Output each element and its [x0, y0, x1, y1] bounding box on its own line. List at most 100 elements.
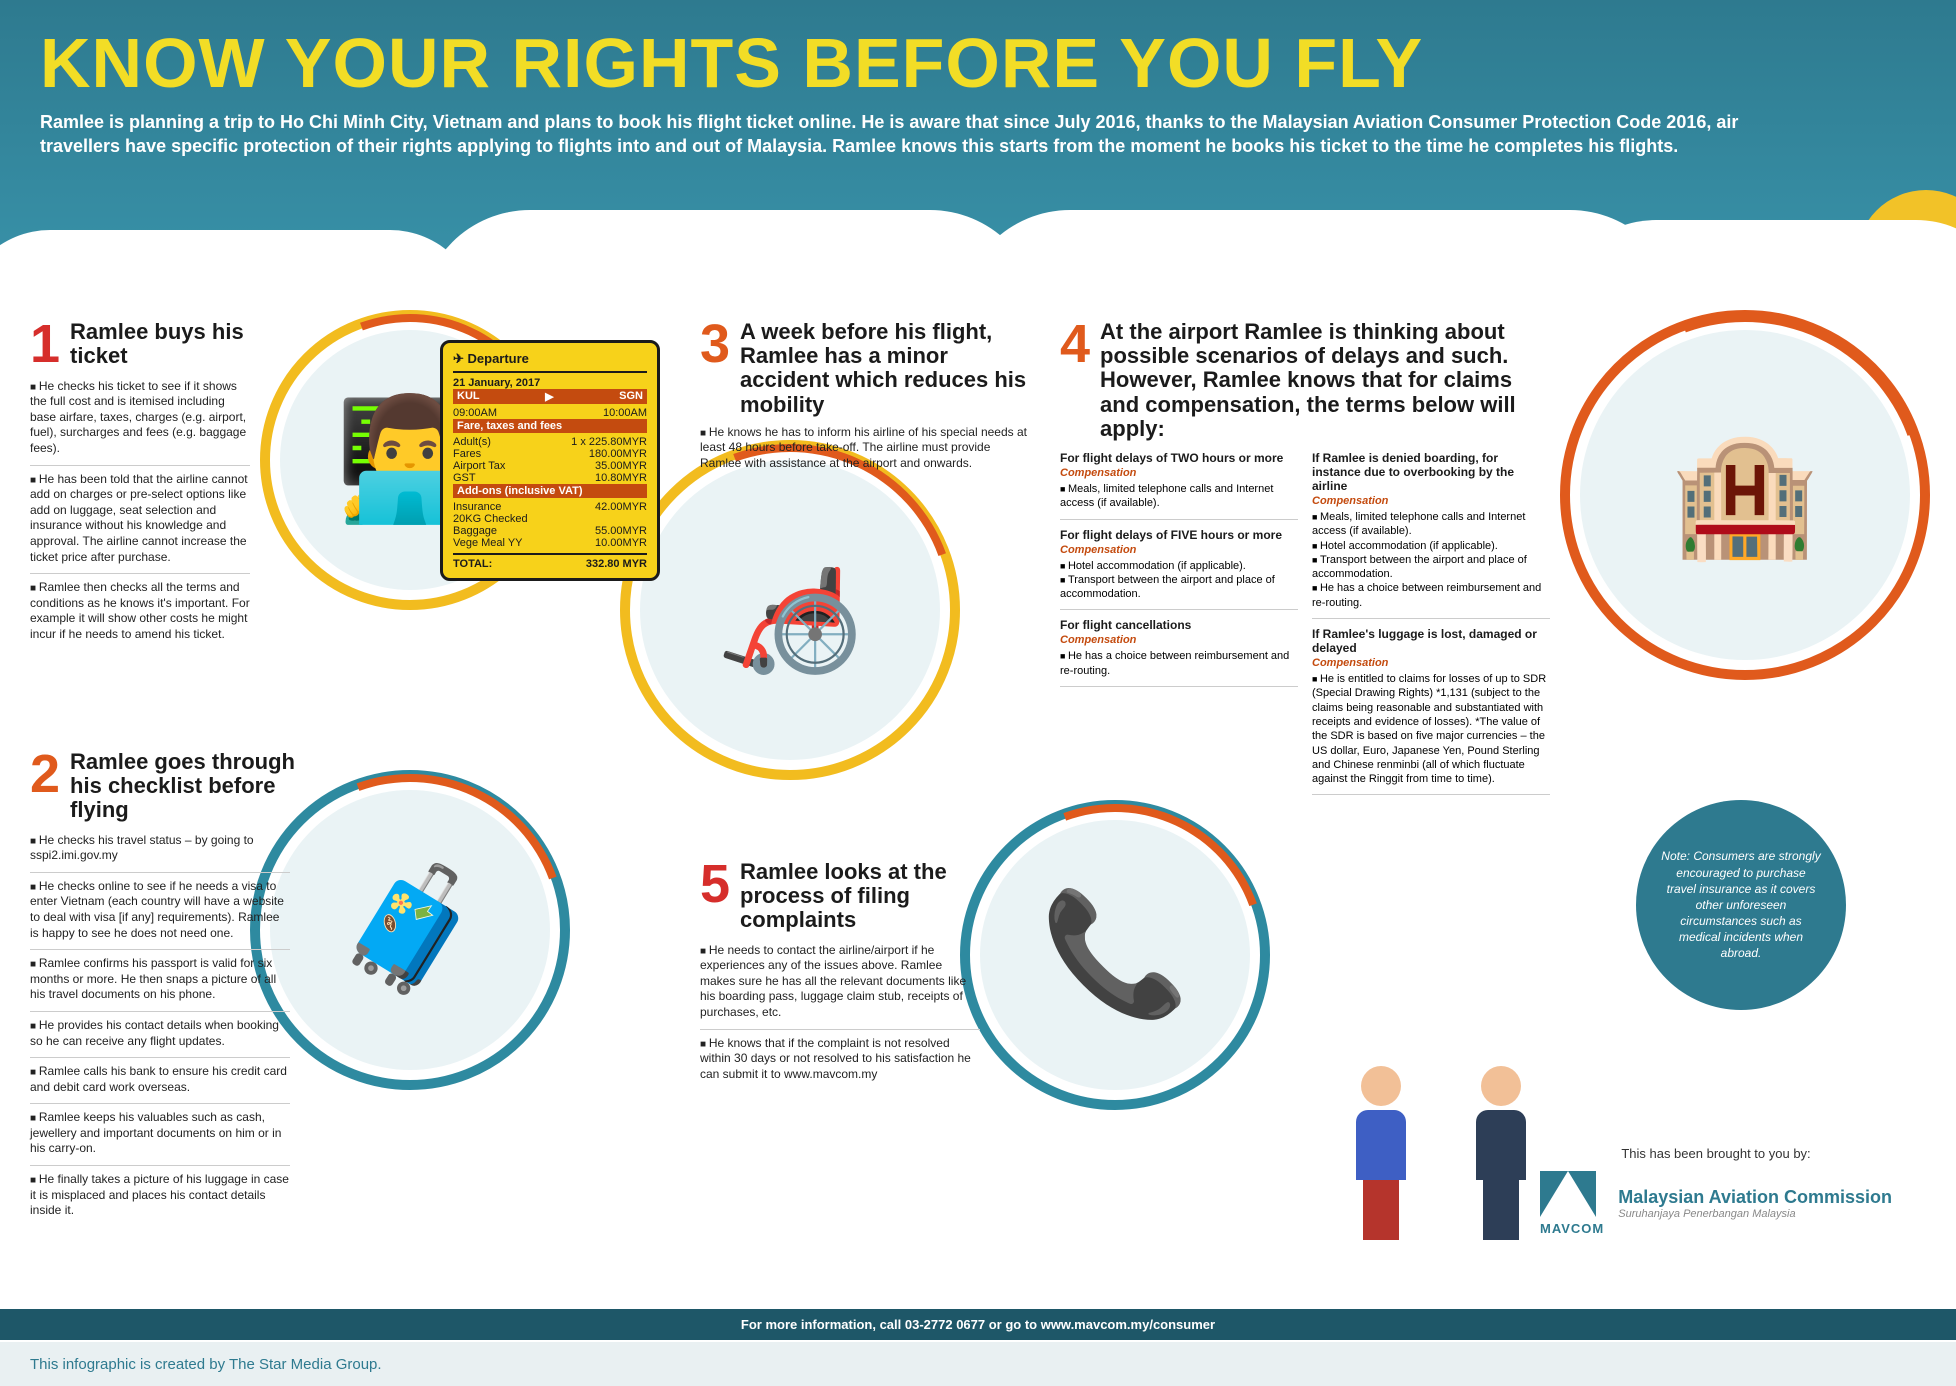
note-bubble: Note: Consumers are strongly encouraged …: [1636, 800, 1846, 1010]
compensation-block: If Ramlee is denied boarding, for instan…: [1312, 451, 1550, 619]
ticket-row: Fares180.00MYR: [453, 448, 647, 460]
compensation-heading: For flight cancellations: [1060, 618, 1298, 632]
step-5-bullets: He needs to contact the airline/airport …: [700, 943, 980, 1083]
compensation-item: Hotel accommodation (if applicable).: [1312, 539, 1550, 553]
compensation-item: He is entitled to claims for losses of u…: [1312, 672, 1550, 786]
compensation-block: For flight delays of TWO hours or more Co…: [1060, 451, 1298, 520]
bullet-item: Ramlee calls his bank to ensure his cred…: [30, 1057, 290, 1095]
ticket-addon-rows: Insurance42.00MYR20KG CheckedBaggage55.0…: [453, 501, 647, 549]
section-4: 4 At the airport Ramlee is thinking abou…: [1060, 320, 1550, 803]
footer-info-text: For more information, call 03-2772 0677 …: [741, 1317, 1215, 1332]
compensation-heading: For flight delays of FIVE hours or more: [1060, 528, 1298, 542]
note-text: Note: Consumers are strongly encouraged …: [1660, 848, 1822, 961]
person-ramlee-icon: [1346, 1066, 1416, 1246]
step-number-1: 1: [30, 320, 60, 369]
step-title-4: At the airport Ramlee is thinking about …: [1100, 320, 1550, 441]
ticket-arr-time: 10:00AM: [603, 407, 647, 419]
wheelchair-icon: 🦽: [640, 460, 940, 760]
step-title-2: Ramlee goes through his checklist before…: [70, 750, 300, 823]
compensation-item: Transport between the airport and place …: [1060, 573, 1298, 602]
compensation-item: Meals, limited telephone calls and Inter…: [1312, 510, 1550, 539]
step-1-bullets: He checks his ticket to see if it shows …: [30, 379, 250, 643]
step-4-left-col: For flight delays of TWO hours or more Co…: [1060, 451, 1298, 803]
compensation-heading: If Ramlee's luggage is lost, damaged or …: [1312, 627, 1550, 655]
airport-icon: 🏨: [1580, 330, 1910, 660]
mavcom-name: Malaysian Aviation Commission: [1618, 1187, 1892, 1208]
flight-ticket-bubble: ✈ Departure 21 January, 2017 KUL ▶ SGN 09:…: [440, 340, 660, 581]
bullet-item: He finally takes a picture of his luggag…: [30, 1165, 290, 1219]
ticket-fare-rows: Adult(s)1 x 225.80MYRFares180.00MYRAirpo…: [453, 436, 647, 484]
ticket-row: Adult(s)1 x 225.80MYR: [453, 436, 647, 448]
ticket-from: KUL: [457, 390, 480, 403]
bullet-item: He checks his ticket to see if it shows …: [30, 379, 250, 457]
compensation-label: Compensation: [1312, 657, 1550, 669]
bullet-item: He knows that if the complaint is not re…: [700, 1029, 980, 1083]
compensation-item: Hotel accommodation (if applicable).: [1060, 559, 1298, 573]
compensation-label: Compensation: [1060, 467, 1298, 479]
ticket-row: Baggage55.00MYR: [453, 525, 647, 537]
ticket-fare-label: Fare, taxes and fees: [453, 419, 647, 433]
compensation-block: For flight delays of FIVE hours or more C…: [1060, 528, 1298, 611]
ticket-date: 21 January, 2017: [453, 377, 647, 389]
ticket-row: Airport Tax35.00MYR: [453, 460, 647, 472]
section-2: 2 Ramlee goes through his checklist befo…: [30, 750, 350, 1227]
section-5: 5 Ramlee looks at the process of filing …: [700, 860, 1010, 1090]
credits-brought: This has been brought to you by:: [1526, 1146, 1906, 1161]
mavcom-logo-icon: [1540, 1171, 1596, 1217]
ticket-total-value: 332.80 MYR: [586, 558, 647, 570]
step-number-5: 5: [700, 860, 730, 933]
step-number-3: 3: [700, 320, 730, 417]
ticket-row: Vege Meal YY10.00MYR: [453, 537, 647, 549]
step-number-2: 2: [30, 750, 60, 823]
section-1: 1 Ramlee buys his ticket He checks his t…: [30, 320, 450, 651]
ticket-row: 20KG Checked: [453, 513, 647, 525]
mavcom-subname: Suruhanjaya Penerbangan Malaysia: [1618, 1208, 1892, 1220]
compensation-heading: If Ramlee is denied boarding, for instan…: [1312, 451, 1550, 493]
bottom-figures: [1346, 1066, 1536, 1246]
step-title-1: Ramlee buys his ticket: [70, 320, 250, 369]
header-band: KNOW YOUR RIGHTS BEFORE YOU FLY Ramlee i…: [0, 0, 1956, 269]
mavcom-short: MAVCOM: [1540, 1221, 1604, 1236]
bullet-item: Ramlee then checks all the terms and con…: [30, 573, 250, 642]
step-4-right-col: If Ramlee is denied boarding, for instan…: [1312, 451, 1550, 803]
page: KNOW YOUR RIGHTS BEFORE YOU FLY Ramlee i…: [0, 0, 1956, 1386]
compensation-item: He has a choice between reimbursement an…: [1312, 581, 1550, 610]
ticket-to: SGN: [619, 390, 643, 403]
bullet-item: Ramlee confirms his passport is valid fo…: [30, 949, 290, 1003]
compensation-label: Compensation: [1312, 495, 1550, 507]
bullet-item: He knows he has to inform his airline of…: [700, 425, 1030, 472]
ticket-row: Insurance42.00MYR: [453, 501, 647, 513]
bottom-credit-bar: This infographic is created by The Star …: [0, 1342, 1956, 1386]
section-3: 3 A week before his flight, Ramlee has a…: [700, 320, 1040, 480]
compensation-label: Compensation: [1060, 544, 1298, 556]
arrow-icon: ▶: [545, 390, 553, 403]
bottom-credit-text: This infographic is created by The Star …: [30, 1356, 382, 1373]
ticket-addons-label: Add-ons (inclusive VAT): [453, 484, 647, 498]
page-title: KNOW YOUR RIGHTS BEFORE YOU FLY: [40, 28, 1916, 98]
step-number-4: 4: [1060, 320, 1090, 441]
ticket-head: ✈ Departure: [453, 351, 647, 373]
intro-paragraph: Ramlee is planning a trip to Ho Chi Minh…: [40, 110, 1740, 159]
step-2-bullets: He checks his travel status – by going t…: [30, 833, 290, 1219]
content-canvas: 👨‍💻 1 Ramlee buys his ticket He checks h…: [0, 320, 1956, 1346]
bullet-item: He needs to contact the airline/airport …: [700, 943, 980, 1021]
bullet-item: He has been told that the airline cannot…: [30, 465, 250, 566]
step-title-3: A week before his flight, Ramlee has a m…: [740, 320, 1040, 417]
compensation-heading: For flight delays of TWO hours or more: [1060, 451, 1298, 465]
bullet-item: Ramlee keeps his valuables such as cash,…: [30, 1103, 290, 1157]
airplane-icon: ✈: [1739, 230, 1786, 296]
step-title-5: Ramlee looks at the process of filing co…: [740, 860, 970, 933]
ticket-row: GST10.80MYR: [453, 472, 647, 484]
bullet-item: He provides his contact details when boo…: [30, 1011, 290, 1049]
illustration-ring-4: 🏨: [1560, 310, 1930, 680]
bullet-item: He checks online to see if he needs a vi…: [30, 872, 290, 941]
compensation-block: For flight cancellationsCompensationHe h…: [1060, 618, 1298, 687]
ticket-total-label: TOTAL:: [453, 558, 492, 570]
footer-info-bar: For more information, call 03-2772 0677 …: [0, 1309, 1956, 1340]
credits-block: This has been brought to you by: MAVCOM …: [1526, 1146, 1906, 1236]
compensation-label: Compensation: [1060, 634, 1298, 646]
ticket-dep-time: 09:00AM: [453, 407, 497, 419]
compensation-block: If Ramlee's luggage is lost, damaged or …: [1312, 627, 1550, 795]
compensation-item: Transport between the airport and place …: [1312, 553, 1550, 582]
bullet-item: He checks his travel status – by going t…: [30, 833, 290, 864]
